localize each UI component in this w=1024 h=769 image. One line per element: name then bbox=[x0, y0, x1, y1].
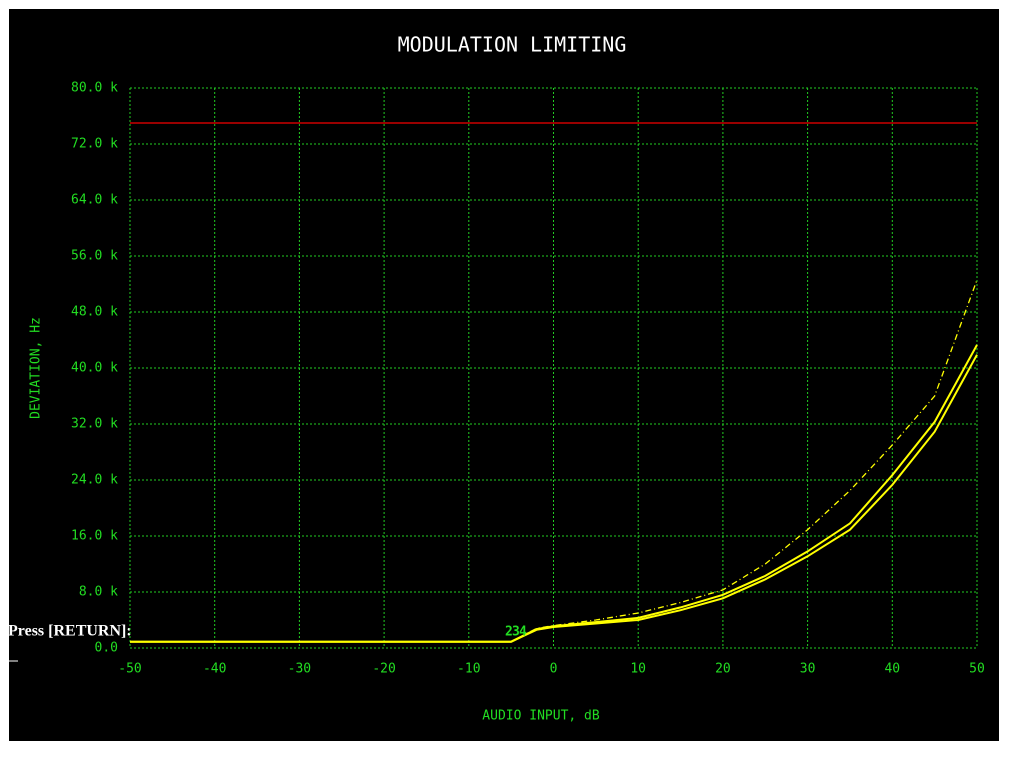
y-tick-label: 8.0 k bbox=[79, 585, 118, 600]
x-tick-label: -40 bbox=[203, 662, 226, 677]
copyright: COPYRIGHT (C) 2009 BY H. FLUM ASSOCIATES… bbox=[1012, 419, 1021, 742]
y-tick-label: 16.0 k bbox=[71, 529, 118, 544]
y-tick-label: 80.0 k bbox=[71, 81, 118, 96]
x-tick-label: 10 bbox=[630, 662, 646, 677]
x-tick-label: -10 bbox=[457, 662, 480, 677]
y-tick-label: 32.0 k bbox=[71, 417, 118, 432]
x-tick-label: 20 bbox=[715, 662, 731, 677]
y-tick-label: 40.0 k bbox=[71, 361, 118, 376]
point-label: 3 bbox=[512, 625, 520, 640]
y-axis-label: DEVIATION, Hz bbox=[29, 317, 44, 419]
x-tick-label: 50 bbox=[969, 662, 985, 677]
x-axis-label: AUDIO INPUT, dB bbox=[482, 709, 600, 724]
x-tick-label: 40 bbox=[884, 662, 900, 677]
screen bbox=[7, 7, 1001, 743]
y-tick-label: 0.0 bbox=[95, 641, 118, 656]
y-tick-label: 24.0 k bbox=[71, 473, 118, 488]
y-tick-label: 72.0 k bbox=[71, 137, 118, 152]
x-tick-label: -30 bbox=[288, 662, 311, 677]
y-tick-label: 48.0 k bbox=[71, 305, 118, 320]
prompt: Press [RETURN]: bbox=[8, 623, 132, 640]
y-tick-label: 56.0 k bbox=[71, 249, 118, 264]
x-tick-label: 0 bbox=[550, 662, 558, 677]
point-label: 2 bbox=[505, 625, 513, 640]
series-line bbox=[130, 279, 978, 643]
x-tick-label: -50 bbox=[118, 662, 141, 677]
chart-title: MODULATION LIMITING bbox=[398, 33, 627, 57]
point-label: 4 bbox=[519, 625, 527, 640]
x-tick-label: 30 bbox=[800, 662, 816, 677]
y-tick-label: 64.0 k bbox=[71, 193, 118, 208]
x-tick-label: -20 bbox=[372, 662, 395, 677]
